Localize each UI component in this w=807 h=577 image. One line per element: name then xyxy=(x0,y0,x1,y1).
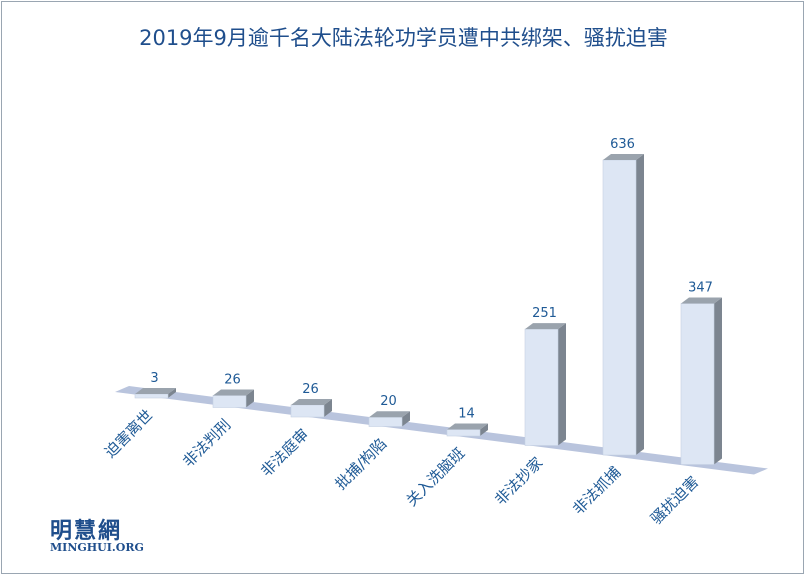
bar-side xyxy=(558,323,566,446)
category-label: 关入洗脑班 xyxy=(403,444,469,510)
category-label: 骚扰迫害 xyxy=(647,473,702,528)
bar-side xyxy=(714,297,722,465)
data-label: 3 xyxy=(150,371,158,386)
category-label: 非法庭审 xyxy=(257,425,312,480)
category-label: 迫害离世 xyxy=(101,406,156,461)
bar xyxy=(368,411,410,427)
bar xyxy=(290,398,332,418)
bar-front xyxy=(602,159,637,456)
data-label: 347 xyxy=(688,281,713,296)
bar-side xyxy=(480,423,488,436)
bar-top xyxy=(213,389,254,396)
bar-side xyxy=(168,388,176,398)
category-label: 非法判刑 xyxy=(179,416,234,471)
bar xyxy=(134,388,176,399)
data-label: 636 xyxy=(610,137,635,152)
bar-side xyxy=(324,398,332,417)
bar-front xyxy=(524,328,559,446)
category-label: 非法抄家 xyxy=(491,454,546,509)
bar-top xyxy=(369,411,410,418)
data-label: 26 xyxy=(302,382,319,397)
bar xyxy=(602,154,644,456)
bar-top xyxy=(525,323,566,330)
bar-side xyxy=(246,389,254,408)
minghui-logo-url: MINGHUI.ORG xyxy=(50,541,144,554)
bar-front xyxy=(446,429,481,437)
chart-title: 2019年9月逾千名大陆法轮功学员遭中共绑架、骚扰迫害 xyxy=(139,26,668,50)
bar-front xyxy=(290,404,325,418)
data-label: 251 xyxy=(532,306,557,321)
bar-top xyxy=(447,423,488,430)
bar-front xyxy=(368,416,403,427)
bar xyxy=(446,423,488,437)
data-label: 14 xyxy=(458,407,475,422)
bar-top xyxy=(603,154,644,160)
bar-top xyxy=(135,388,176,394)
bar-top xyxy=(681,297,722,304)
data-label: 20 xyxy=(380,394,397,409)
bar-side xyxy=(636,154,644,455)
data-label: 26 xyxy=(224,372,241,387)
bar-front xyxy=(212,395,247,408)
minghui-logo: 明慧網 xyxy=(50,518,123,544)
bar-side xyxy=(402,411,410,427)
category-label: 批捕/构陷 xyxy=(332,435,391,494)
bar xyxy=(524,323,566,446)
bar xyxy=(212,389,254,408)
bar xyxy=(680,297,722,465)
bar-top xyxy=(291,398,332,405)
category-label: 非法抓捕 xyxy=(569,463,624,518)
bar-front xyxy=(134,393,169,399)
bar-front xyxy=(680,303,715,465)
